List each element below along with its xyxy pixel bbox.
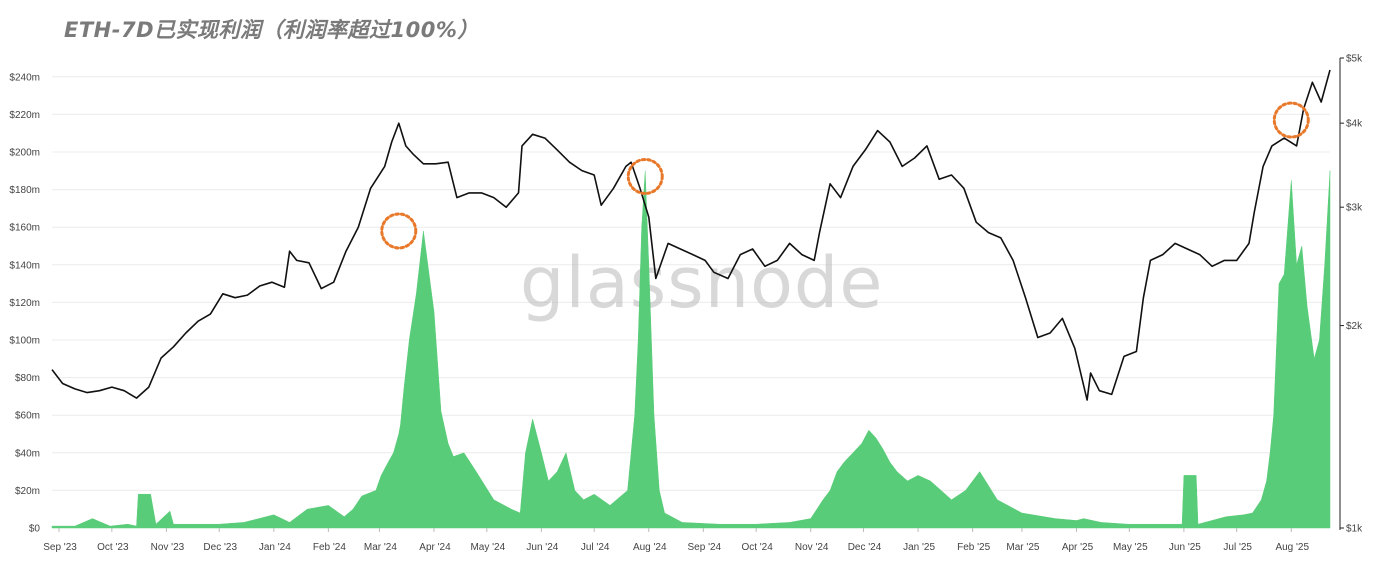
left-tick-label: $200m (9, 148, 40, 159)
watermark: glassnode (520, 242, 883, 324)
highlight-circle (626, 157, 664, 195)
x-tick-label: Aug '24 (633, 542, 667, 553)
left-tick-label: $220m (9, 110, 40, 121)
x-tick-label: Apr '24 (419, 542, 451, 553)
x-axis-ticks: Sep '23 Oct '23 Nov '23 Dec '23 Jan '24 Feb '… (43, 528, 1310, 553)
eth-price-line (51, 69, 1331, 401)
x-tick-label: Mar '25 (1006, 542, 1039, 553)
x-tick-label: Sep '24 (688, 542, 722, 553)
left-tick-label: $180m (9, 185, 40, 196)
highlight-circle (1272, 101, 1310, 139)
x-tick-label: Jan '24 (259, 542, 291, 553)
left-tick-label: $120m (9, 298, 40, 309)
right-axis-ticks: $1k $2k $3k $4k $5k (1340, 54, 1363, 535)
left-axis-ticks: $0 $20m $40m $60m $80m $100m $120m $140m $160m $1… (9, 72, 40, 534)
x-tick-label: Apr '25 (1062, 542, 1094, 553)
right-tick-label: $3k (1346, 203, 1363, 214)
x-tick-label: Jan '25 (903, 542, 935, 553)
profit-area-layer (51, 170, 1331, 529)
right-tick-label: $2k (1346, 321, 1363, 332)
x-tick-label: Nov '23 (151, 542, 185, 553)
realized-profit-area (51, 170, 1331, 529)
left-tick-label: $80m (15, 373, 40, 384)
right-tick-label: $1k (1346, 524, 1363, 535)
left-tick-label: $20m (15, 486, 40, 497)
highlight-circle (380, 212, 418, 250)
left-tick-label: $0 (29, 524, 41, 535)
left-tick-label: $100m (9, 336, 40, 347)
x-tick-label: Jul '24 (581, 542, 610, 553)
left-tick-label: $240m (9, 72, 40, 83)
gridlines (52, 76, 1330, 491)
left-tick-label: $160m (9, 223, 40, 234)
left-tick-label: $140m (9, 260, 40, 271)
x-tick-label: Jun '24 (526, 542, 558, 553)
x-tick-label: Feb '24 (313, 542, 346, 553)
x-tick-label: Oct '24 (741, 542, 773, 553)
chart-title: ETH-7D已实现利润（利润率超过100%） (64, 18, 479, 42)
x-tick-label: Aug '25 (1275, 542, 1309, 553)
x-tick-label: Mar '24 (364, 542, 397, 553)
x-tick-label: Dec '24 (848, 542, 882, 553)
x-tick-label: Oct '23 (97, 542, 129, 553)
x-tick-label: Dec '23 (203, 542, 237, 553)
annotation-layer (380, 101, 1310, 250)
x-tick-label: May '24 (470, 542, 505, 553)
price-line-layer (51, 69, 1331, 401)
left-tick-label: $40m (15, 448, 40, 459)
x-tick-label: Sep '23 (43, 542, 77, 553)
x-tick-label: Jul '25 (1223, 542, 1252, 553)
x-tick-label: Feb '25 (957, 542, 990, 553)
x-tick-label: May '25 (1113, 542, 1148, 553)
x-tick-label: Nov '24 (795, 542, 829, 553)
right-tick-label: $4k (1346, 119, 1363, 130)
right-tick-label: $5k (1346, 54, 1363, 65)
x-tick-label: Jun '25 (1169, 542, 1201, 553)
left-tick-label: $60m (15, 411, 40, 422)
